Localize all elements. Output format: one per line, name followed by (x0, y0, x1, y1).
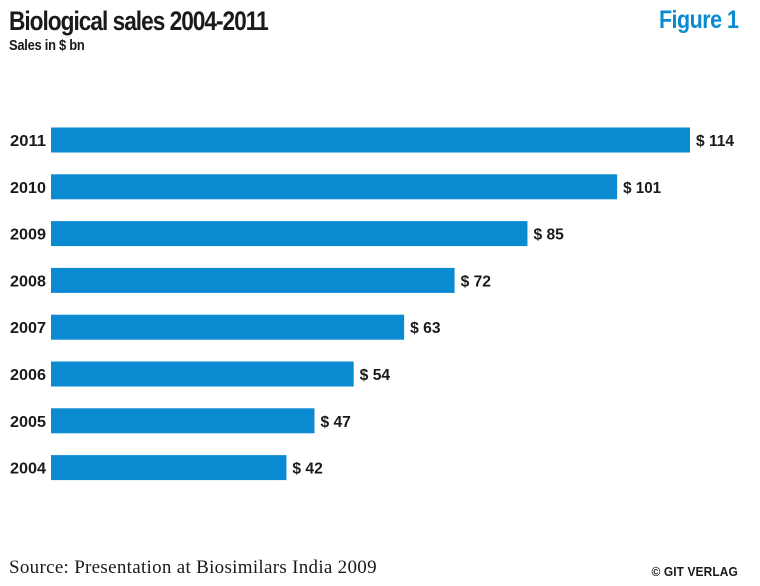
category-label-2008: 2008 (10, 273, 46, 290)
category-label-2006: 2006 (10, 367, 46, 384)
bar-2006 (51, 361, 354, 387)
value-label-2007: $ 63 (410, 320, 440, 337)
bar-2005 (51, 408, 315, 434)
bar-2009 (51, 221, 528, 247)
category-label-2010: 2010 (10, 180, 46, 197)
bar-2004 (51, 455, 287, 481)
bar-2011 (51, 127, 690, 153)
value-label-2006: $ 54 (360, 367, 390, 384)
bar-2010 (51, 174, 618, 200)
value-label-2004: $ 42 (292, 461, 322, 478)
category-label-2009: 2009 (10, 227, 46, 244)
value-label-2010: $ 101 (623, 180, 661, 197)
category-label-2011: 2011 (10, 133, 46, 150)
chart-title: Biological sales 2004-2011 (9, 6, 269, 36)
category-label-2007: 2007 (10, 320, 46, 337)
value-label-2009: $ 85 (533, 227, 563, 244)
bar-2007 (51, 314, 405, 340)
category-label-2004: 2004 (10, 461, 46, 478)
value-label-2011: $ 114 (696, 133, 734, 150)
value-label-2005: $ 47 (320, 414, 350, 431)
category-label-2005: 2005 (10, 414, 46, 431)
chart-subtitle: Sales in $ bn (9, 37, 85, 54)
source-note: Source: Presentation at Biosimilars Indi… (9, 557, 377, 578)
figure-label: Figure 1 (658, 6, 738, 34)
copyright-note: © GIT VERLAG (651, 564, 738, 579)
bar-2008 (51, 267, 455, 293)
value-label-2008: $ 72 (461, 273, 491, 290)
